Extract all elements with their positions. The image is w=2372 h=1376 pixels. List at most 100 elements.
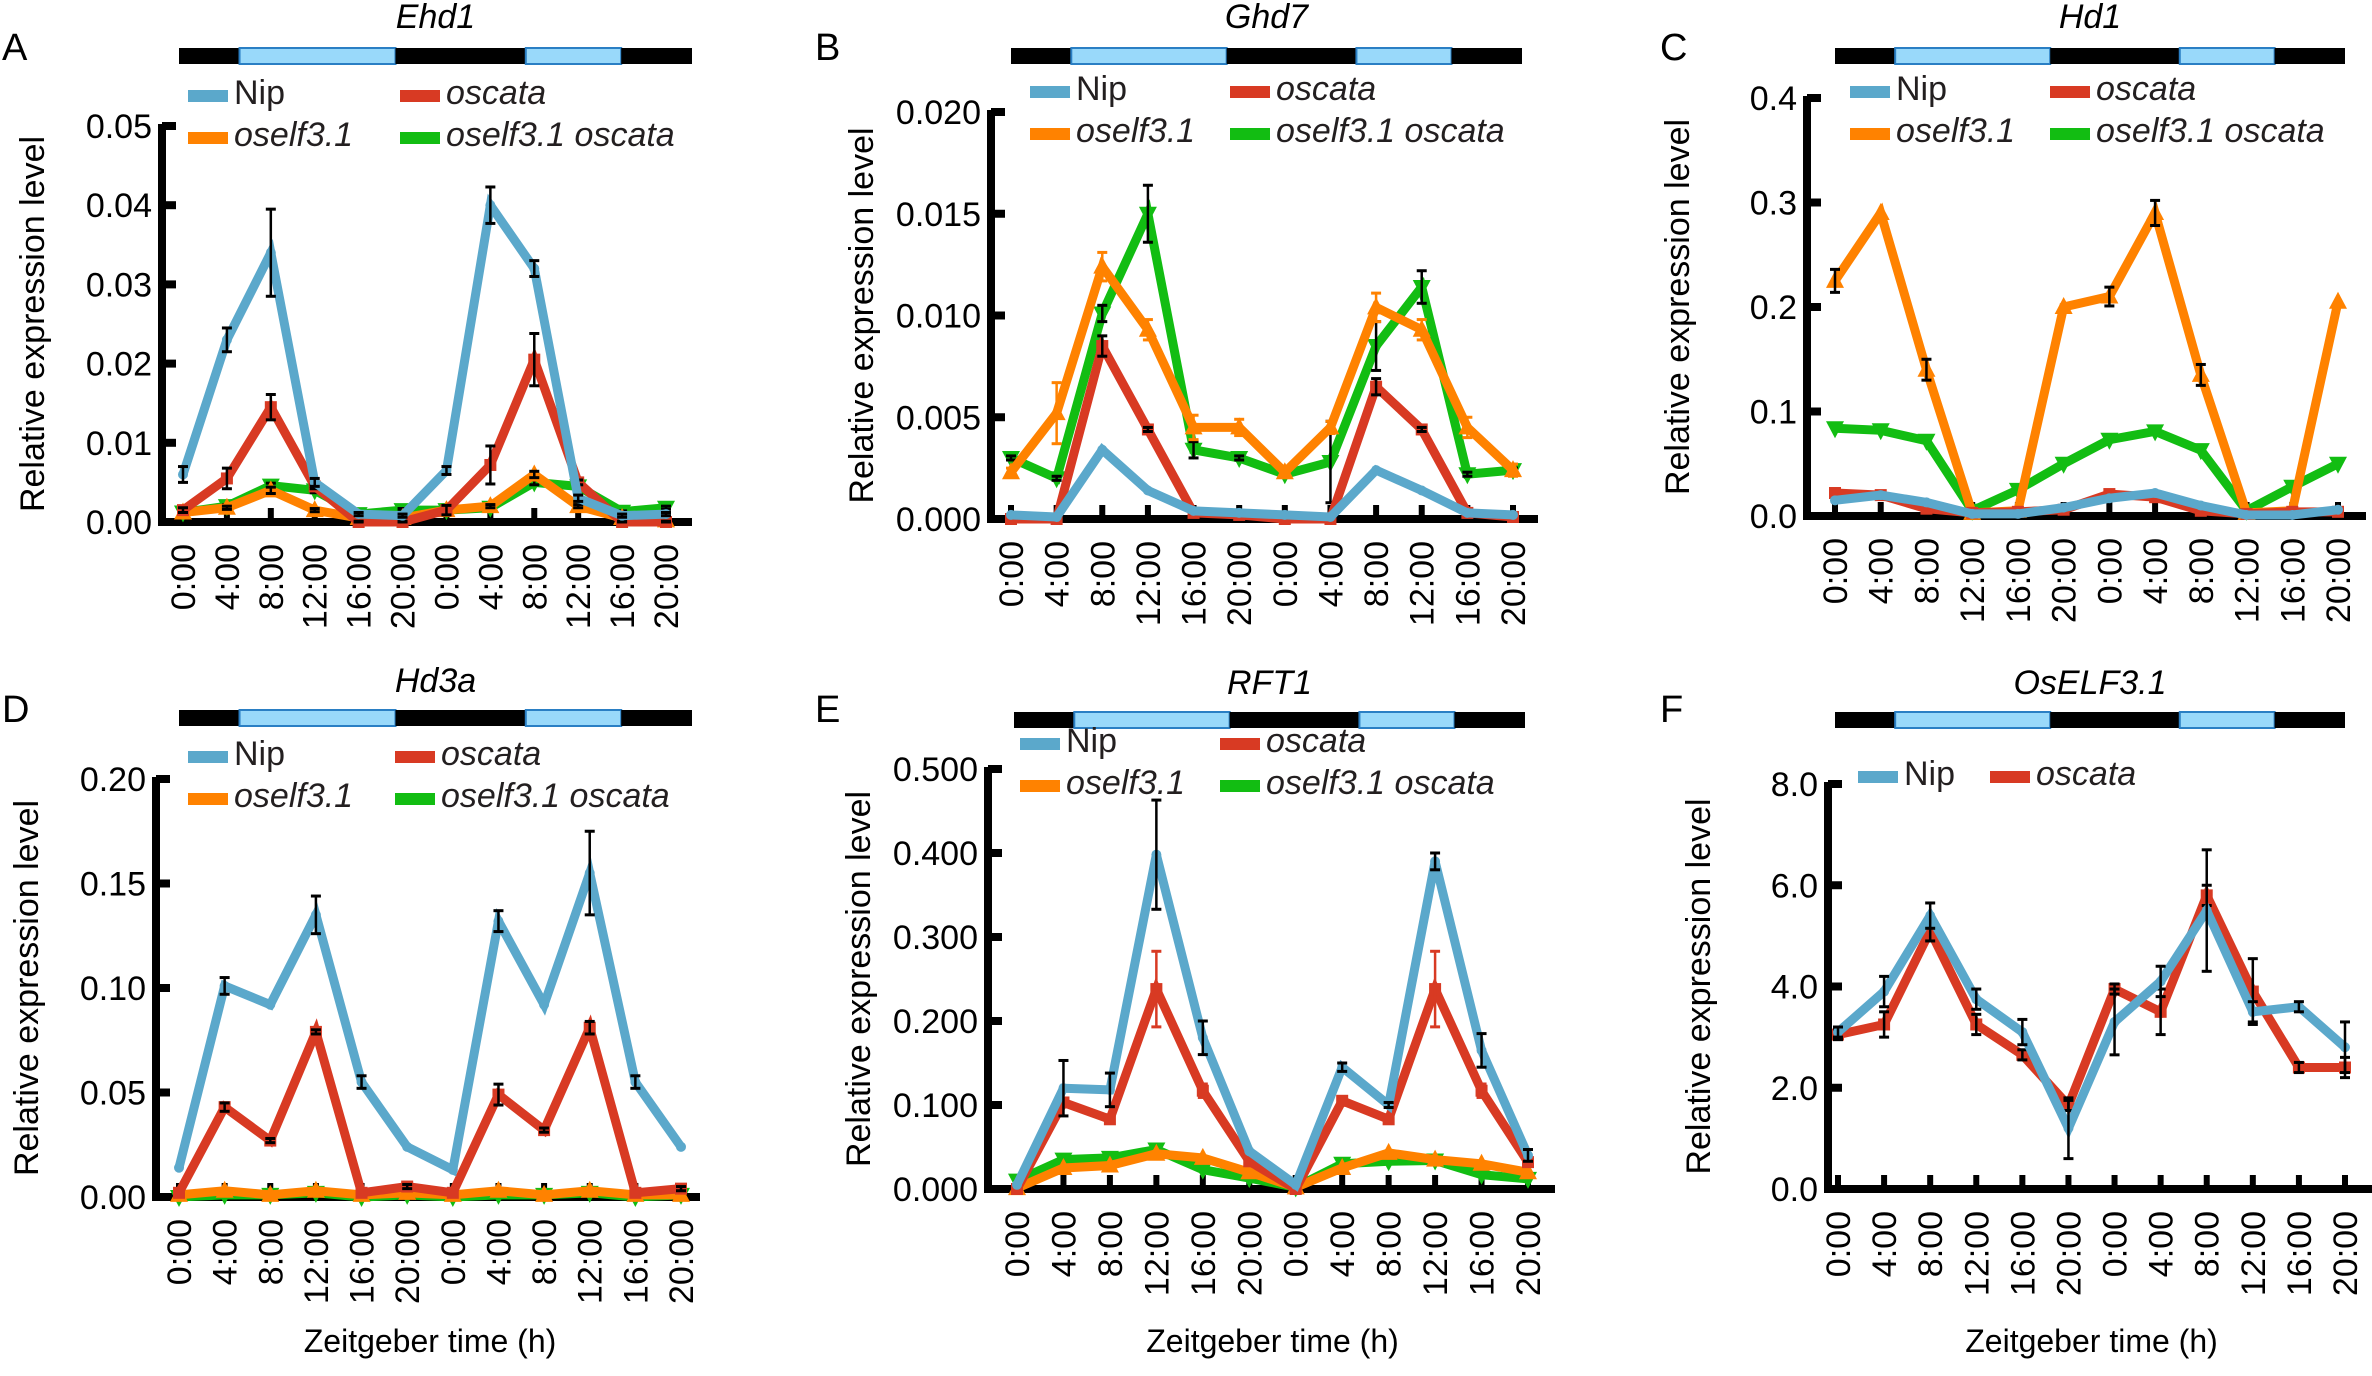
x-tick-label: 8:00	[1358, 541, 1396, 607]
legend-item: Nip	[188, 735, 285, 773]
data-point	[1371, 465, 1382, 476]
y-tick-label: 2.0	[1771, 1070, 1818, 1108]
data-point	[447, 1164, 458, 1175]
data-point	[1382, 1113, 1395, 1126]
data-point	[1871, 202, 1890, 220]
x-tick-label: 16:00	[2281, 1211, 2319, 1296]
x-tick-label: 4:00	[2137, 538, 2175, 604]
series-oself3-1	[1002, 250, 1522, 480]
y-tick-label: 0.05	[86, 108, 152, 146]
data-point	[1826, 421, 1844, 439]
y-tick-label: 0.0	[1750, 498, 1797, 536]
x-tick-label: 16:00	[604, 544, 642, 629]
x-tick-label: 8:00	[516, 544, 554, 610]
series-oself3-1	[1826, 198, 2347, 520]
legend-swatch	[188, 751, 228, 763]
x-tick-label: 20:00	[2320, 538, 2358, 623]
y-tick-label: 0.000	[893, 1171, 978, 1209]
x-tick-label: 8:00	[1912, 1211, 1950, 1277]
legend: Nip oscata oself3.1 oself3.1 oscata	[1030, 70, 1505, 150]
x-tick-label: 4:00	[1866, 1211, 1904, 1277]
series-line	[1012, 853, 1533, 1192]
data-point	[402, 1141, 413, 1152]
legend-swatch	[1850, 128, 1890, 140]
data-point	[1871, 423, 1890, 441]
legend-item: Nip	[188, 74, 285, 112]
legend-swatch	[188, 90, 228, 102]
data-point	[1921, 497, 1932, 508]
x-tick-label: 4:00	[1312, 541, 1350, 607]
data-point	[261, 1184, 280, 1202]
photoperiod-dark-segment	[1835, 712, 1896, 728]
data-point	[1472, 1167, 1491, 1185]
series-oself3-1-oscata	[1002, 183, 1522, 505]
x-axis-label: Zeitgeber time (h)	[304, 1323, 557, 1359]
legend-label: Nip	[234, 735, 285, 773]
data-point	[1472, 1153, 1491, 1171]
photoperiod-bar	[1835, 711, 2345, 729]
y-tick-label: 0.00	[86, 504, 152, 542]
y-tick-label: 0.010	[896, 298, 981, 336]
data-point	[1416, 485, 1427, 496]
legend: Nip oscata oself3.1 oself3.1 oscata	[188, 74, 675, 154]
x-tick-label: 4:00	[472, 544, 510, 610]
x-tick-label: 0:00	[2091, 538, 2129, 604]
legend-item: Nip	[1858, 755, 1955, 793]
x-tick-label: 16:00	[2274, 538, 2312, 623]
x-tick-label: 4:00	[1324, 1211, 1362, 1277]
legend-label: oself3.1	[234, 777, 353, 815]
x-tick-label: 20:00	[389, 1219, 427, 1304]
x-tick-label: 8:00	[526, 1219, 564, 1285]
photoperiod-light-segment	[524, 709, 623, 727]
photoperiod-dark-segment	[2050, 48, 2180, 64]
data-point	[1012, 1179, 1022, 1190]
x-tick-label: 16:00	[2000, 538, 2038, 623]
data-point	[1519, 1162, 1537, 1180]
photoperiod-light-segment	[2178, 711, 2276, 729]
photoperiod-bar	[179, 709, 692, 727]
x-tick-label: 12:00	[1404, 541, 1442, 626]
series-line	[180, 347, 666, 527]
legend-swatch	[400, 132, 440, 144]
y-tick-label: 0.01	[86, 425, 152, 463]
data-point	[489, 1180, 508, 1198]
y-tick-label: 0.03	[86, 266, 152, 304]
chart-title: OsELF3.1	[2013, 664, 2166, 702]
x-tick-label: 16:00	[344, 1219, 382, 1304]
legend-item: oself3.1	[1030, 112, 1195, 150]
legend-label: Nip	[1896, 70, 1947, 108]
x-tick-label: 4:00	[209, 544, 247, 610]
data-point	[2241, 509, 2252, 520]
data-point	[1244, 1146, 1255, 1157]
photoperiod-dark-segment	[1451, 48, 1522, 64]
data-point	[306, 1180, 325, 1198]
data-point	[1051, 511, 1062, 522]
legend-item: oscata	[400, 74, 546, 112]
x-axis-label: Zeitgeber time (h)	[1965, 1323, 2218, 1359]
legend-label: Nip	[1066, 722, 1117, 760]
x-tick-label: 16:00	[1449, 541, 1487, 626]
photoperiod-dark-segment	[2050, 712, 2180, 728]
panel-letter: B	[815, 27, 840, 69]
y-tick-label: 0.500	[893, 751, 978, 789]
legend-swatch	[395, 793, 435, 805]
legend-swatch	[1858, 771, 1898, 783]
data-point	[2146, 424, 2165, 442]
photoperiod-dark-segment	[1226, 48, 1357, 64]
legend-item: Nip	[1030, 70, 1127, 108]
photoperiod-light-segment	[238, 47, 397, 65]
x-tick-label: 0:00	[428, 544, 466, 610]
y-axis-label: Relative expression level	[1680, 798, 1718, 1174]
data-point	[2054, 297, 2073, 314]
y-tick-label: 0.10	[80, 970, 146, 1008]
series-line	[1013, 977, 1532, 1196]
legend-label: oself3.1 oscata	[446, 116, 675, 154]
y-tick-label: 0.0	[1771, 1171, 1818, 1209]
y-axis-label: Relative expression level	[840, 791, 878, 1167]
photoperiod-bar	[1835, 47, 2345, 65]
data-point	[629, 1186, 642, 1199]
data-point	[1325, 511, 1336, 522]
legend-swatch	[1020, 738, 1060, 750]
